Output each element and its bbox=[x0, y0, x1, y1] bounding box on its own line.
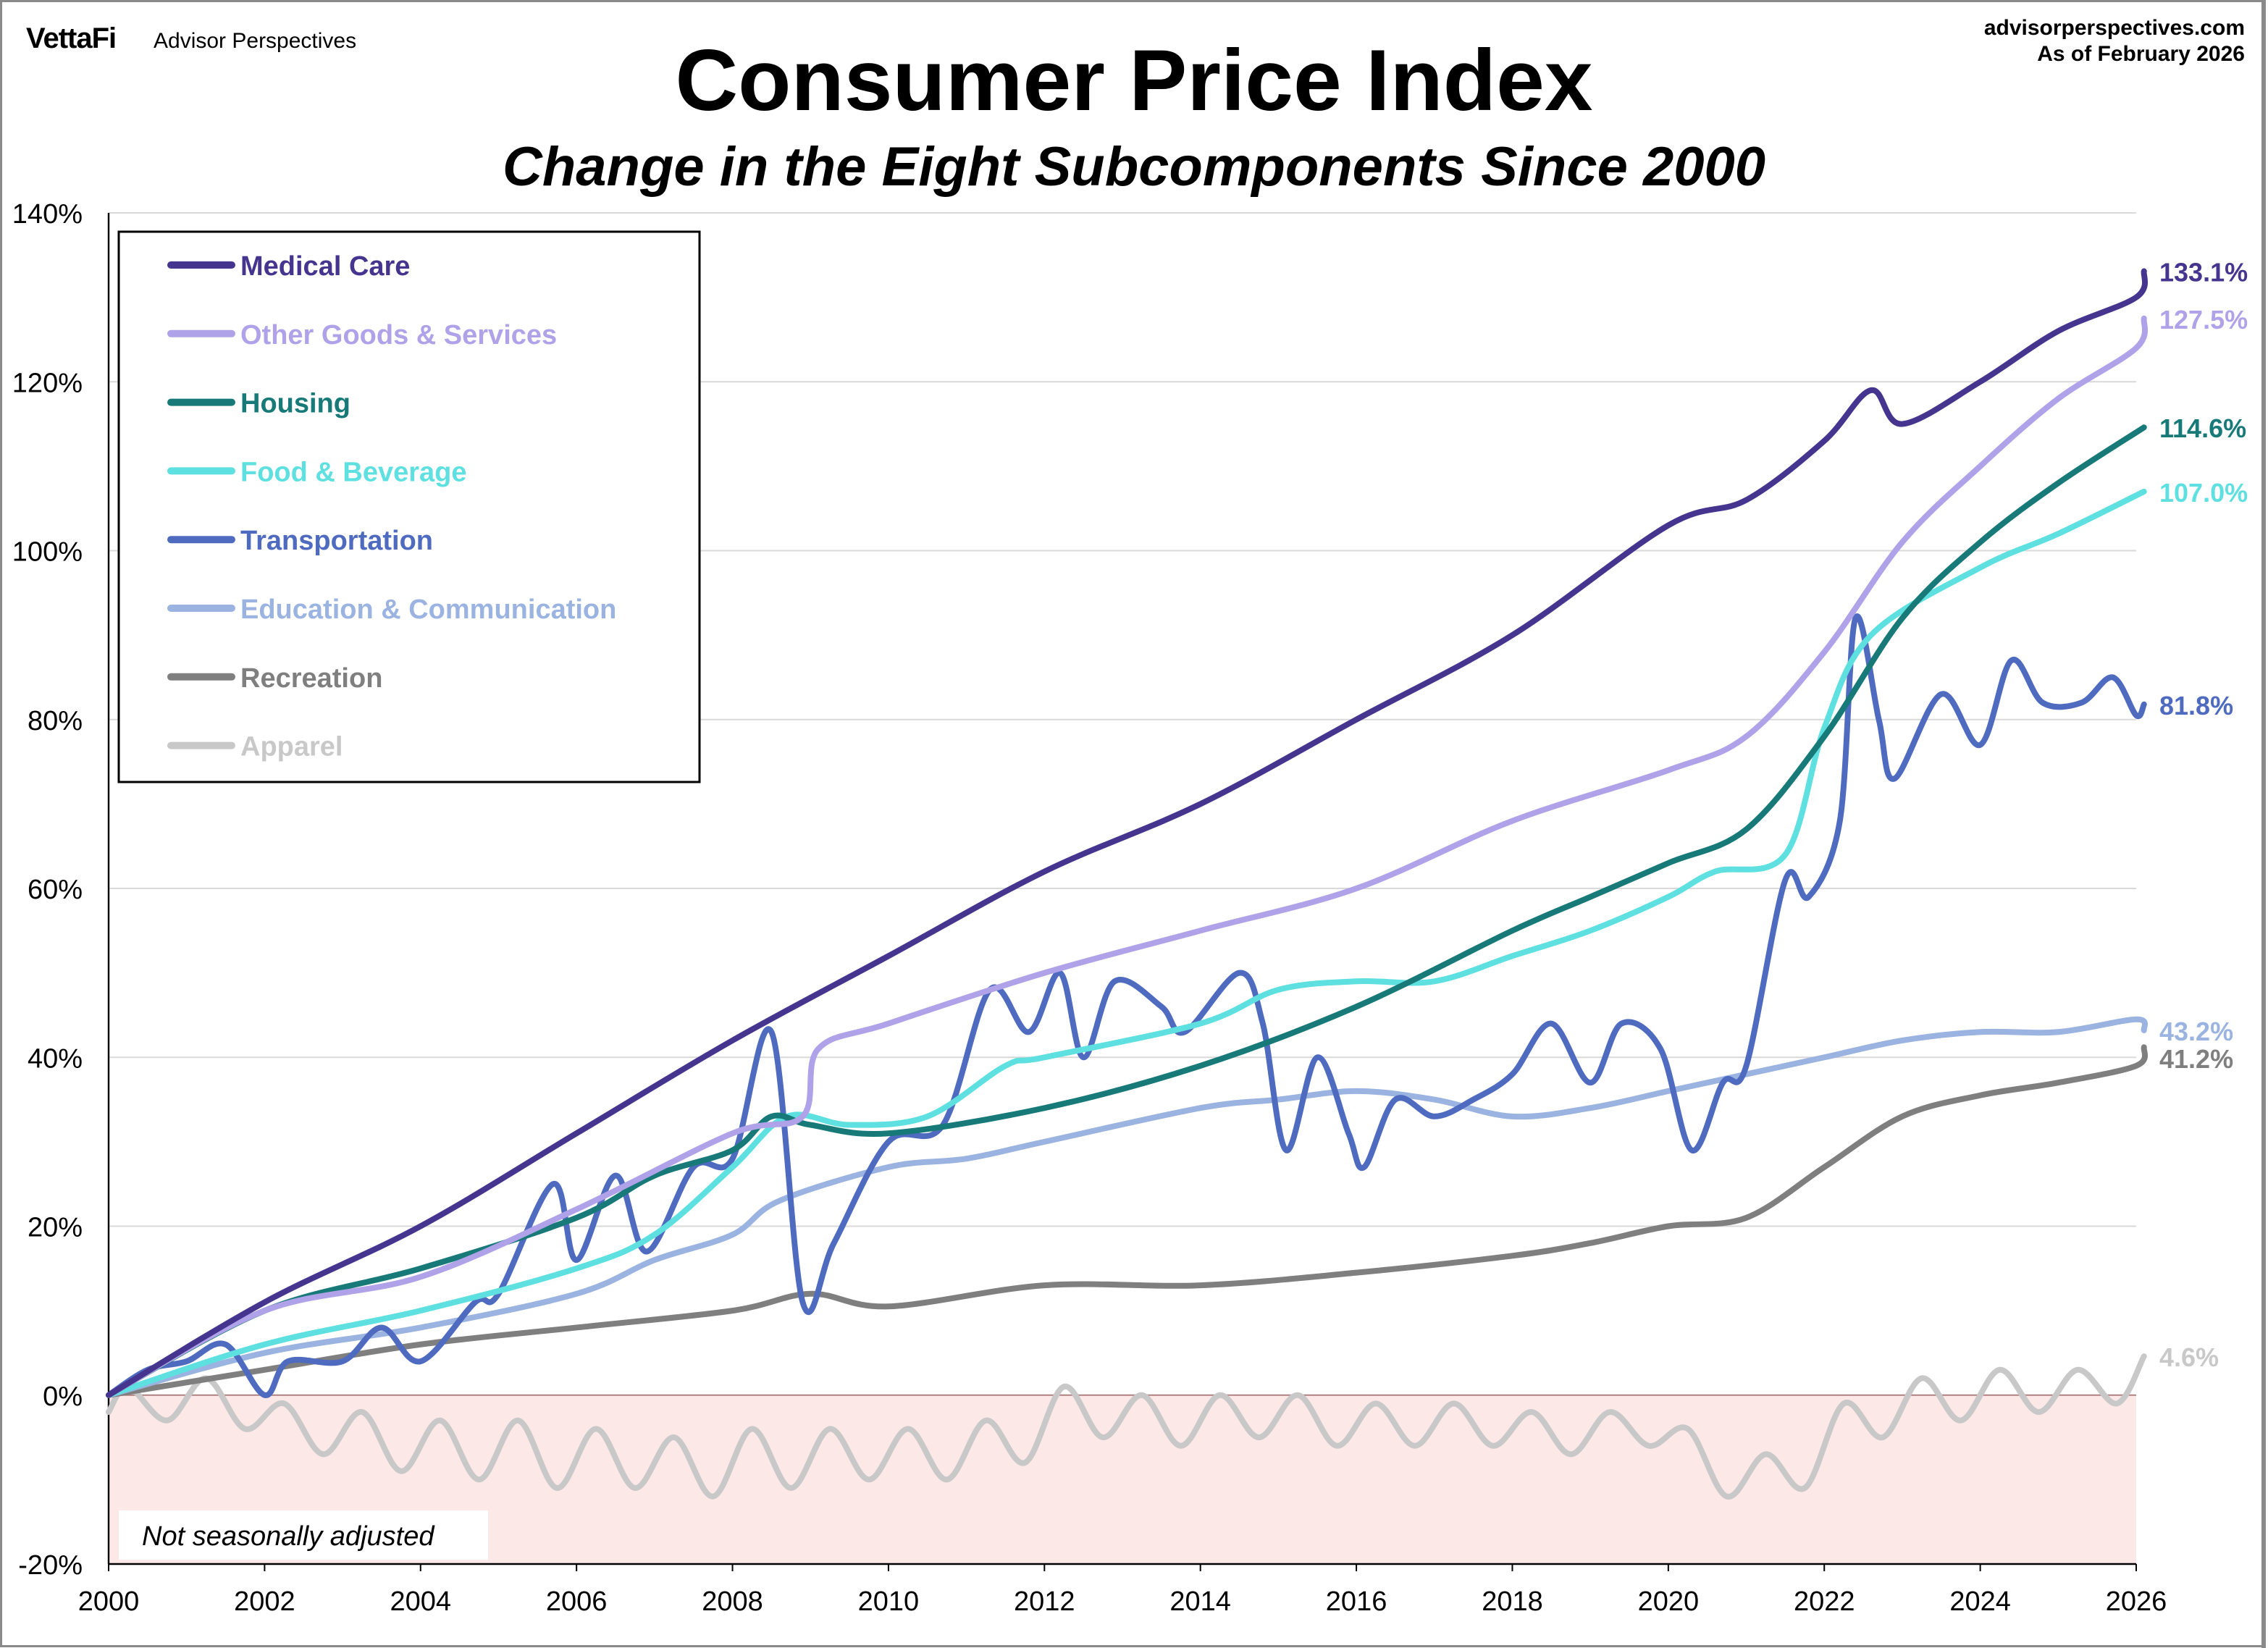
legend-item: Education & Communication bbox=[167, 594, 616, 625]
y-tick-label: 140% bbox=[12, 199, 83, 230]
legend-item: Recreation bbox=[167, 663, 382, 694]
end-value-label: 114.6% bbox=[2159, 413, 2246, 443]
note-box bbox=[119, 1510, 488, 1560]
x-tick-label: 2006 bbox=[546, 1586, 608, 1617]
legend-label: Apparel bbox=[240, 732, 343, 762]
legend-item: Apparel bbox=[167, 732, 343, 762]
y-tick-label: 120% bbox=[12, 368, 83, 398]
legend-item: Housing bbox=[167, 389, 350, 419]
source-site: advisorperspectives.com bbox=[1984, 16, 2245, 40]
chart-title: Consumer Price Index bbox=[675, 32, 1592, 129]
y-tick-label: -20% bbox=[18, 1550, 83, 1581]
legend-label: Food & Beverage bbox=[240, 457, 467, 487]
x-tick-label: 2008 bbox=[702, 1586, 763, 1617]
series-line-recreation bbox=[106, 1044, 2149, 1398]
y-tick-label: 20% bbox=[28, 1213, 83, 1243]
x-tick-label: 2020 bbox=[1638, 1586, 1700, 1617]
series-line-medical-care bbox=[106, 268, 2149, 1398]
x-tick-label: 2024 bbox=[1949, 1586, 2011, 1617]
vettafi-logo: VettaFi bbox=[26, 22, 116, 54]
x-tick-label: 2000 bbox=[78, 1586, 140, 1617]
x-tick-label: 2022 bbox=[1794, 1586, 1855, 1617]
x-tick-label: 2018 bbox=[1482, 1586, 1543, 1617]
series-line-apparel bbox=[106, 1353, 2147, 1500]
series-line-education-communication bbox=[106, 1016, 2149, 1398]
as-of-date: As of February 2026 bbox=[2037, 42, 2245, 66]
legend-item: Food & Beverage bbox=[167, 457, 467, 487]
chart-subtitle: Change in the Eight Subcomponents Since … bbox=[503, 136, 1765, 198]
legend-label: Transportation bbox=[240, 526, 433, 556]
end-value-label: 127.5% bbox=[2159, 305, 2248, 335]
x-tick-label: 2004 bbox=[390, 1586, 451, 1617]
x-tick-label: 2010 bbox=[858, 1586, 920, 1617]
legend-label: Other Goods & Services bbox=[240, 320, 557, 350]
y-tick-label: 80% bbox=[28, 706, 83, 736]
x-tick-label: 2016 bbox=[1326, 1586, 1387, 1617]
x-tick-label: 2026 bbox=[2106, 1586, 2167, 1617]
x-tick-label: 2014 bbox=[1169, 1586, 1231, 1617]
legend-box bbox=[117, 230, 701, 783]
y-tick-label: 40% bbox=[28, 1043, 83, 1074]
y-tick-label: 60% bbox=[28, 875, 83, 905]
end-value-label: 4.6% bbox=[2159, 1342, 2219, 1372]
y-tick-label: 0% bbox=[43, 1382, 83, 1412]
legend-item: Medical Care bbox=[167, 251, 410, 282]
legend-label: Housing bbox=[240, 389, 350, 419]
x-tick-label: 2012 bbox=[1014, 1586, 1075, 1617]
legend-label: Medical Care bbox=[240, 251, 410, 282]
end-value-label: 43.2% bbox=[2159, 1017, 2233, 1046]
y-tick-label: 100% bbox=[12, 537, 83, 568]
series-line-housing bbox=[106, 424, 2147, 1398]
series-line-other-goods-services bbox=[106, 315, 2149, 1398]
x-tick-label: 2002 bbox=[234, 1586, 295, 1617]
end-value-label: 133.1% bbox=[2159, 257, 2248, 287]
legend-label: Recreation bbox=[240, 663, 382, 694]
legend-item: Transportation bbox=[167, 526, 433, 556]
brand-name: Advisor Perspectives bbox=[154, 29, 356, 53]
end-value-label: 81.8% bbox=[2159, 691, 2233, 720]
legend-item: Other Goods & Services bbox=[167, 320, 557, 350]
series-line-food-beverage bbox=[106, 488, 2147, 1398]
end-value-label: 41.2% bbox=[2159, 1044, 2233, 1074]
seasonal-note: Not seasonally adjusted bbox=[142, 1521, 435, 1552]
end-value-label: 107.0% bbox=[2159, 478, 2248, 508]
legend-label: Education & Communication bbox=[240, 594, 616, 625]
